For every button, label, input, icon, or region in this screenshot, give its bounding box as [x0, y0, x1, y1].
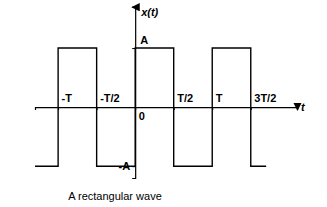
y-axis-title: x(t) — [140, 6, 158, 18]
x-axis-line — [36, 108, 298, 111]
x-tick-label: 3T/2 — [254, 92, 276, 104]
y-tick: A — [132, 34, 148, 48]
x-tick-label: -T/2 — [100, 92, 120, 104]
x-tick: 3T/2 — [251, 92, 276, 110]
x-tick: T/2 — [174, 92, 193, 110]
x-axis: -T -T/2 0 T/2 T 3T/2 — [36, 92, 298, 122]
x-tick-label: 0 — [139, 110, 145, 122]
y-axis: A-A — [119, 7, 149, 178]
x-axis-title: t — [301, 101, 306, 113]
x-tick-label: T — [216, 92, 223, 104]
title: A rectangular wave — [68, 190, 162, 202]
x-tick-label: -T — [62, 92, 73, 104]
wave-line — [35, 48, 266, 166]
x-tick: -T/2 — [97, 92, 120, 110]
chart: -T -T/2 0 T/2 T 3T/2 A-Ax(t) t A rectangular wav… — [0, 0, 327, 207]
x-tick: 0 — [136, 107, 145, 122]
x-tick: T — [213, 92, 223, 110]
plot-area — [35, 48, 266, 166]
x-tick: -T — [59, 92, 73, 110]
x-tick-label: T/2 — [177, 92, 193, 104]
y-tick-label: A — [140, 34, 148, 46]
